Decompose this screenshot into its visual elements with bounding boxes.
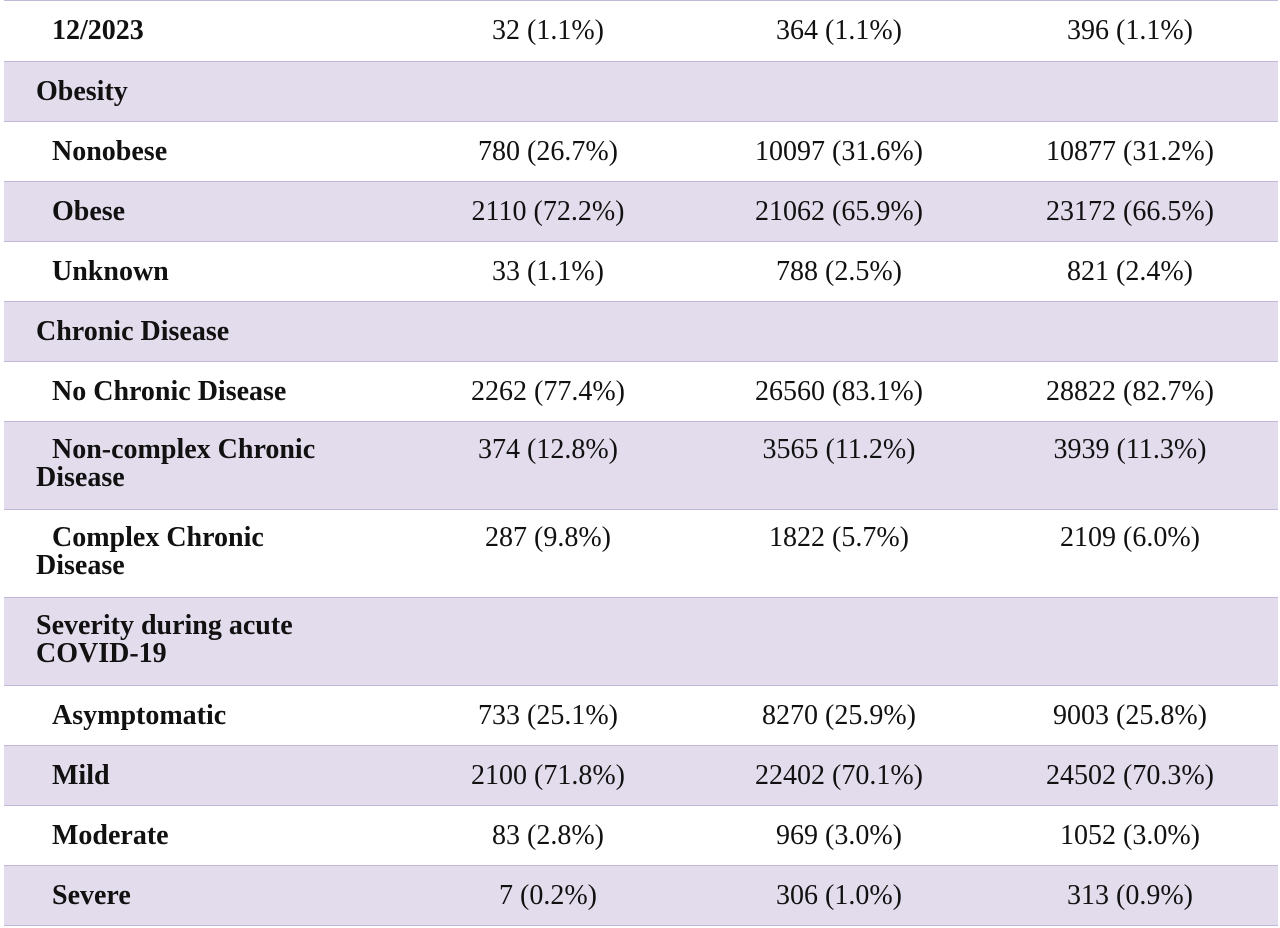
section-label: Obesity xyxy=(4,61,400,122)
table-cell: 21062 (65.9%) xyxy=(696,181,982,242)
row-label: Moderate xyxy=(4,805,400,866)
table-row: No Chronic Disease 2262 (77.4%) 26560 (8… xyxy=(4,361,1278,422)
table-row: Non-complex Chronic Disease 374 (12.8%) … xyxy=(4,421,1278,510)
table-cell: 24502 (70.3%) xyxy=(982,745,1278,806)
table-cell: 287 (9.8%) xyxy=(400,509,696,598)
table-cell: 364 (1.1%) xyxy=(696,0,982,62)
table-cell: 23172 (66.5%) xyxy=(982,181,1278,242)
section-header-row: Chronic Disease xyxy=(4,301,1278,362)
empty-cell xyxy=(696,301,982,362)
row-label: No Chronic Disease xyxy=(4,361,400,422)
table-cell: 969 (3.0%) xyxy=(696,805,982,866)
table-cell: 1052 (3.0%) xyxy=(982,805,1278,866)
table-cell: 10877 (31.2%) xyxy=(982,121,1278,182)
table-cell: 821 (2.4%) xyxy=(982,241,1278,302)
row-label: Mild xyxy=(4,745,400,806)
empty-cell xyxy=(982,61,1278,122)
table-cell: 83 (2.8%) xyxy=(400,805,696,866)
section-header-row: Obesity xyxy=(4,61,1278,122)
table-cell: 2100 (71.8%) xyxy=(400,745,696,806)
table-row: Obese 2110 (72.2%) 21062 (65.9%) 23172 (… xyxy=(4,181,1278,242)
table-row: Mild 2100 (71.8%) 22402 (70.1%) 24502 (7… xyxy=(4,745,1278,806)
table-cell: 33 (1.1%) xyxy=(400,241,696,302)
table-row: 12/2023 32 (1.1%) 364 (1.1%) 396 (1.1%) xyxy=(4,0,1278,62)
table-cell: 396 (1.1%) xyxy=(982,0,1278,62)
table-row: Severe 7 (0.2%) 306 (1.0%) 313 (0.9%) xyxy=(4,865,1278,926)
empty-cell xyxy=(696,597,982,686)
empty-cell xyxy=(400,597,696,686)
table-cell: 3565 (11.2%) xyxy=(696,421,982,510)
table-cell: 8270 (25.9%) xyxy=(696,685,982,746)
empty-cell xyxy=(696,61,982,122)
table-cell: 788 (2.5%) xyxy=(696,241,982,302)
row-label: Complex Chronic Disease xyxy=(4,509,400,598)
section-label: Chronic Disease xyxy=(4,301,400,362)
empty-cell xyxy=(400,301,696,362)
table-cell: 10097 (31.6%) xyxy=(696,121,982,182)
table-row: Unknown 33 (1.1%) 788 (2.5%) 821 (2.4%) xyxy=(4,241,1278,302)
table-cell: 2110 (72.2%) xyxy=(400,181,696,242)
table-cell: 7 (0.2%) xyxy=(400,865,696,926)
table-cell: 1822 (5.7%) xyxy=(696,509,982,598)
section-header-row: Severity during acute COVID-19 xyxy=(4,597,1278,686)
table-row: Complex Chronic Disease 287 (9.8%) 1822 … xyxy=(4,509,1278,598)
table-cell: 313 (0.9%) xyxy=(982,865,1278,926)
demographics-table: 12/2023 32 (1.1%) 364 (1.1%) 396 (1.1%) … xyxy=(4,0,1278,926)
row-label: Nonobese xyxy=(4,121,400,182)
table-cell: 28822 (82.7%) xyxy=(982,361,1278,422)
table-cell: 2109 (6.0%) xyxy=(982,509,1278,598)
row-label: Asymptomatic xyxy=(4,685,400,746)
table-row: Nonobese 780 (26.7%) 10097 (31.6%) 10877… xyxy=(4,121,1278,182)
table-cell: 9003 (25.8%) xyxy=(982,685,1278,746)
empty-cell xyxy=(400,61,696,122)
section-label: Severity during acute COVID-19 xyxy=(4,597,400,686)
table-cell: 780 (26.7%) xyxy=(400,121,696,182)
row-label: Obese xyxy=(4,181,400,242)
table-cell: 2262 (77.4%) xyxy=(400,361,696,422)
row-label: Severe xyxy=(4,865,400,926)
table-cell: 733 (25.1%) xyxy=(400,685,696,746)
table-cell: 306 (1.0%) xyxy=(696,865,982,926)
empty-cell xyxy=(982,301,1278,362)
table-row: Moderate 83 (2.8%) 969 (3.0%) 1052 (3.0%… xyxy=(4,805,1278,866)
table-cell: 32 (1.1%) xyxy=(400,0,696,62)
table-row: Asymptomatic 733 (25.1%) 8270 (25.9%) 90… xyxy=(4,685,1278,746)
row-label: Unknown xyxy=(4,241,400,302)
table-cell: 22402 (70.1%) xyxy=(696,745,982,806)
row-label: Non-complex Chronic Disease xyxy=(4,421,400,510)
row-label: 12/2023 xyxy=(4,0,400,62)
table-cell: 26560 (83.1%) xyxy=(696,361,982,422)
table-cell: 374 (12.8%) xyxy=(400,421,696,510)
table-cell: 3939 (11.3%) xyxy=(982,421,1278,510)
empty-cell xyxy=(982,597,1278,686)
